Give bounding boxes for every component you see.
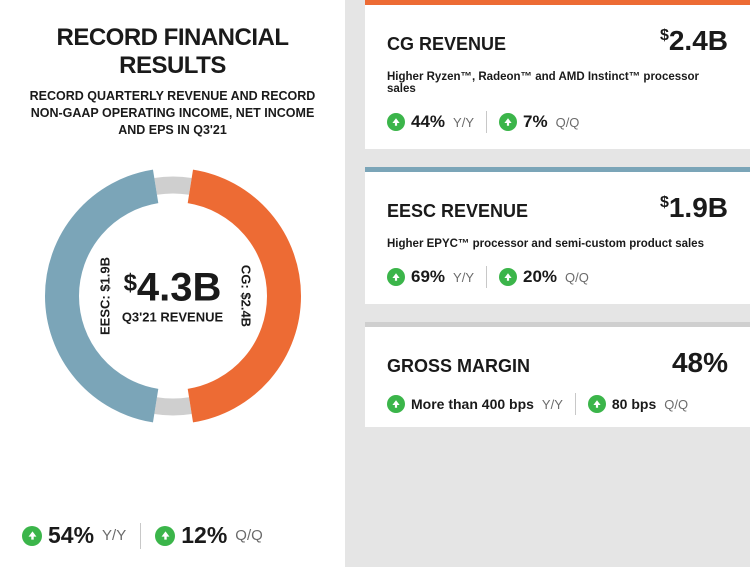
up-arrow-icon (387, 268, 405, 286)
summary-panel: RECORD FINANCIAL RESULTS RECORD QUARTERL… (0, 0, 345, 567)
up-arrow-icon (387, 113, 405, 131)
stat-qoq: 12% Q/Q (155, 522, 263, 549)
stat-text: More than 400 bps (411, 396, 534, 412)
card-value: $1.9B (660, 192, 728, 224)
up-arrow-icon (499, 113, 517, 131)
donut-center: $4.3B Q3'21 REVENUE (122, 267, 223, 324)
total-revenue-value: $4.3B (122, 267, 223, 307)
summary-stats-row: 54% Y/Y 12% Q/Q (22, 522, 323, 549)
stat: 7% Q/Q (499, 112, 579, 132)
up-arrow-icon (499, 268, 517, 286)
stat-period: Y/Y (102, 527, 126, 544)
metric-card: CG REVENUE $2.4B Higher Ryzen™, Radeon™ an… (365, 0, 750, 149)
stat-period: Y/Y (453, 115, 474, 130)
stat: More than 400 bps Y/Y (387, 395, 563, 413)
divider (140, 523, 141, 549)
stat-period: Q/Q (556, 115, 580, 130)
stat-value: 54% (48, 522, 94, 549)
up-arrow-icon (387, 395, 405, 413)
stat: 44% Y/Y (387, 112, 474, 132)
stat-text: 80 bps (612, 396, 656, 412)
card-title: GROSS MARGIN (387, 356, 530, 377)
card-title: CG REVENUE (387, 34, 506, 55)
stat-value: 12% (181, 522, 227, 549)
card-description: Higher EPYC™ processor and semi-custom p… (387, 238, 728, 250)
stat-period: Y/Y (542, 397, 563, 412)
card-description: Higher Ryzen™, Radeon™ and AMD Instinct™… (387, 71, 728, 95)
stat-value: 20% (523, 267, 557, 287)
donut-segment-label-eesc: EESC: $1.9B (97, 257, 112, 335)
up-arrow-icon (22, 526, 42, 546)
card-value: $2.4B (660, 25, 728, 57)
divider (486, 111, 487, 133)
stat-period: Y/Y (453, 270, 474, 285)
page-title: RECORD FINANCIAL RESULTS (22, 24, 323, 80)
revenue-donut-chart: $4.3B Q3'21 REVENUE CG: $2.4B EESC: $1.9… (38, 161, 308, 431)
page-subtitle: RECORD QUARTERLY REVENUE AND RECORD NON-… (22, 88, 323, 139)
divider (486, 266, 487, 288)
up-arrow-icon (588, 395, 606, 413)
metric-card: EESC REVENUE $1.9B Higher EPYC™ processor … (365, 167, 750, 304)
divider (575, 393, 576, 415)
card-value: 48% (672, 347, 728, 379)
card-stats-row: 69% Y/Y 20% Q/Q (387, 266, 728, 288)
stat-period: Q/Q (235, 527, 263, 544)
stat-value: 44% (411, 112, 445, 132)
metric-card: GROSS MARGIN 48% More than 400 bps Y/Y 80 bp… (365, 322, 750, 427)
stat: 69% Y/Y (387, 267, 474, 287)
stat-yoy: 54% Y/Y (22, 522, 126, 549)
card-title: EESC REVENUE (387, 201, 528, 222)
stat-value: 69% (411, 267, 445, 287)
stat: 80 bps Q/Q (588, 395, 688, 413)
cards-column: CG REVENUE $2.4B Higher Ryzen™, Radeon™ an… (345, 0, 750, 567)
stat-value: 7% (523, 112, 548, 132)
total-revenue-label: Q3'21 REVENUE (122, 309, 223, 324)
card-stats-row: 44% Y/Y 7% Q/Q (387, 111, 728, 133)
up-arrow-icon (155, 526, 175, 546)
donut-segment-label-cg: CG: $2.4B (239, 265, 254, 327)
card-stats-row: More than 400 bps Y/Y 80 bps Q/Q (387, 393, 728, 415)
stat: 20% Q/Q (499, 267, 589, 287)
stat-period: Q/Q (664, 397, 688, 412)
stat-period: Q/Q (565, 270, 589, 285)
